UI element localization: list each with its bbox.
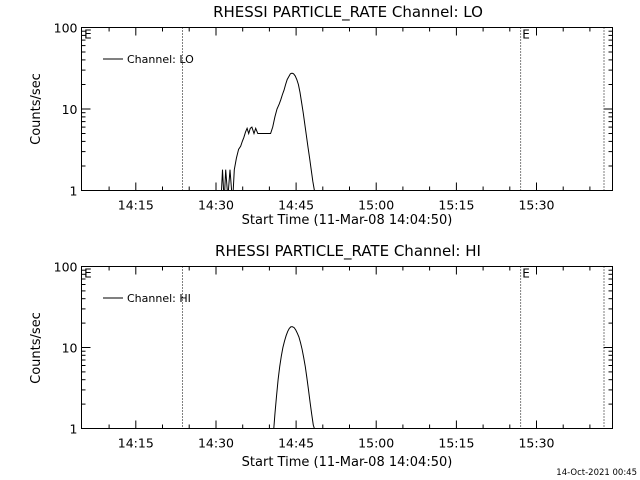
x-tick-label: 14:30 xyxy=(198,198,234,213)
x-tick-label: 14:15 xyxy=(118,436,154,451)
y-tick-label: 1 xyxy=(70,422,78,437)
x-axis-label: Start Time (11-Mar-08 14:04:50) xyxy=(242,213,453,228)
event-marker-label: E xyxy=(522,267,530,281)
timestamp: 14-Oct-2021 00:45 xyxy=(556,468,637,478)
x-tick-label: 15:15 xyxy=(438,198,474,213)
y-tick-label: 10 xyxy=(62,341,78,356)
x-tick-label: 15:30 xyxy=(518,198,554,213)
chart-panel-hi: RHESSI PARTICLE_RATE Channel: HI 14:15 14… xyxy=(29,242,613,470)
y-axis: 1 10 100 xyxy=(54,21,613,199)
x-axis: 14:15 14:30 14:45 15:00 15:15 15:30 xyxy=(108,27,591,213)
y-tick-label: 10 xyxy=(62,102,78,117)
y-tick-label: 1 xyxy=(70,184,78,199)
x-tick-label: 15:15 xyxy=(438,436,474,451)
x-tick-label: 15:00 xyxy=(358,198,394,213)
chart-panel-lo: RHESSI PARTICLE_RATE Channel: LO 14:15 14… xyxy=(29,3,613,228)
x-axis-label: Start Time (11-Mar-08 14:04:50) xyxy=(242,455,453,470)
x-tick-label: 14:45 xyxy=(278,198,314,213)
dotted-lines xyxy=(182,27,605,191)
plot-frame xyxy=(81,266,613,429)
event-marker-label: E xyxy=(84,28,92,42)
y-axis-label: Counts/sec xyxy=(29,73,44,145)
event-marker-label: E xyxy=(84,267,92,281)
series-line-hi xyxy=(273,326,315,429)
x-tick-label: 14:30 xyxy=(198,436,234,451)
legend-label: Channel: LO xyxy=(127,53,194,66)
plot-frame xyxy=(81,27,613,191)
event-marker-label: E xyxy=(522,28,530,42)
x-tick-label: 14:45 xyxy=(278,436,314,451)
legend: Channel: LO xyxy=(103,53,194,66)
y-axis: 1 10 100 xyxy=(54,260,613,437)
y-axis-label: Counts/sec xyxy=(29,312,44,384)
y-tick-label: 100 xyxy=(54,260,78,275)
x-tick-label: 15:00 xyxy=(358,436,394,451)
y-tick-label: 100 xyxy=(54,21,78,36)
legend: Channel: HI xyxy=(103,292,191,305)
series-line-lo xyxy=(221,72,328,191)
dotted-lines xyxy=(182,266,605,429)
x-tick-label: 14:15 xyxy=(118,198,154,213)
x-tick-label: 15:30 xyxy=(518,436,554,451)
chart-title: RHESSI PARTICLE_RATE Channel: HI xyxy=(215,242,481,261)
x-axis: 14:15 14:30 14:45 15:00 15:15 15:30 xyxy=(108,266,591,451)
chart-title: RHESSI PARTICLE_RATE Channel: LO xyxy=(213,3,483,22)
legend-label: Channel: HI xyxy=(127,292,191,305)
